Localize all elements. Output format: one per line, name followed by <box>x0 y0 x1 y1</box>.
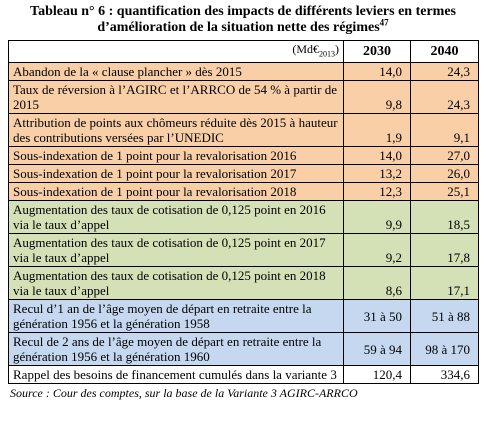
value-cell: 17,1 <box>410 266 479 301</box>
row-label: Attribution de points aux chômeurs rédui… <box>8 113 344 148</box>
table-row: Recul d’1 an de l’âge moyen de départ en… <box>8 299 479 334</box>
page: Tableau n° 6 : quantification des impact… <box>0 4 486 427</box>
value-cell: 31 à 50 <box>343 299 411 334</box>
column-header: 2030 <box>343 39 411 64</box>
title-line: Tableau n° 6 : quantification des impact… <box>30 4 456 19</box>
source: Source : Cour des comptes, sur la base d… <box>10 386 358 401</box>
column-header: 2040 <box>410 39 479 64</box>
value-cell: 59 à 94 <box>343 332 411 367</box>
value-cell: 27,0 <box>410 146 479 166</box>
value-cell: 51 à 88 <box>410 299 479 334</box>
table-row: Rappel des besoins de financement cumulé… <box>8 365 479 385</box>
value-cell: 24,3 <box>410 62 479 82</box>
table-row: Attribution de points aux chômeurs rédui… <box>8 113 479 148</box>
table-row: Augmentation des taux de cotisation de 0… <box>8 200 479 235</box>
value-cell: 9,8 <box>343 80 411 115</box>
value-cell: 14,0 <box>343 62 411 82</box>
row-label: Recul de 2 ans de l’âge moyen de départ … <box>8 332 344 367</box>
value-cell: 120,4 <box>343 365 411 385</box>
value-cell: 25,1 <box>410 182 479 202</box>
row-label: Rappel des besoins de financement cumulé… <box>8 365 344 385</box>
table-row: Sous-indexation de 1 point pour la reval… <box>8 146 479 166</box>
title: Tableau n° 6 : quantification des impact… <box>4 4 482 36</box>
row-label: Sous-indexation de 1 point pour la reval… <box>8 182 344 202</box>
row-label: Sous-indexation de 1 point pour la reval… <box>8 164 344 184</box>
unit-cell: (Md€2013) <box>8 39 344 64</box>
value-cell: 18,5 <box>410 200 479 235</box>
table-row: Sous-indexation de 1 point pour la reval… <box>8 164 479 184</box>
impact-table: (Md€2013) 2030 2040 Abandon de la « clau… <box>8 39 479 385</box>
row-label: Augmentation des taux de cotisation de 0… <box>8 200 344 235</box>
value-cell: 9,2 <box>343 233 411 268</box>
unit-sub: 2013 <box>319 49 335 59</box>
table-row: Abandon de la « clause plancher » dès 20… <box>8 62 479 82</box>
value-cell: 24,3 <box>410 80 479 115</box>
row-label: Augmentation des taux de cotisation de 0… <box>8 266 344 301</box>
table-row: Recul de 2 ans de l’âge moyen de départ … <box>8 332 479 367</box>
value-cell: 9,9 <box>343 200 411 235</box>
unit: ) <box>335 42 339 56</box>
row-label: Taux de réversion à l’AGIRC et l’ARRCO d… <box>8 80 344 115</box>
table-row: Sous-indexation de 1 point pour la reval… <box>8 182 479 202</box>
unit: (Md€ <box>292 42 319 56</box>
header-row: (Md€2013) 2030 2040 <box>8 39 479 64</box>
value-cell: 17,8 <box>410 233 479 268</box>
title-line: d’amélioration de la situation nette des… <box>97 20 380 35</box>
value-cell: 26,0 <box>410 164 479 184</box>
value-cell: 8,6 <box>343 266 411 301</box>
row-label: Augmentation des taux de cotisation de 0… <box>8 233 344 268</box>
value-cell: 1,9 <box>343 113 411 148</box>
table-row: Augmentation des taux de cotisation de 0… <box>8 266 479 301</box>
row-label: Abandon de la « clause plancher » dès 20… <box>8 62 344 82</box>
value-cell: 13,2 <box>343 164 411 184</box>
table-body: (Md€2013) 2030 2040 Abandon de la « clau… <box>8 39 479 385</box>
value-cell: 98 à 170 <box>410 332 479 367</box>
table-row: Taux de réversion à l’AGIRC et l’ARRCO d… <box>8 80 479 115</box>
value-cell: 9,1 <box>410 113 479 148</box>
row-label: Recul d’1 an de l’âge moyen de départ en… <box>8 299 344 334</box>
footnote-ref: 47 <box>379 17 389 28</box>
table-row: Augmentation des taux de cotisation de 0… <box>8 233 479 268</box>
value-cell: 14,0 <box>343 146 411 166</box>
row-label: Sous-indexation de 1 point pour la reval… <box>8 146 344 166</box>
value-cell: 334,6 <box>410 365 479 385</box>
value-cell: 12,3 <box>343 182 411 202</box>
